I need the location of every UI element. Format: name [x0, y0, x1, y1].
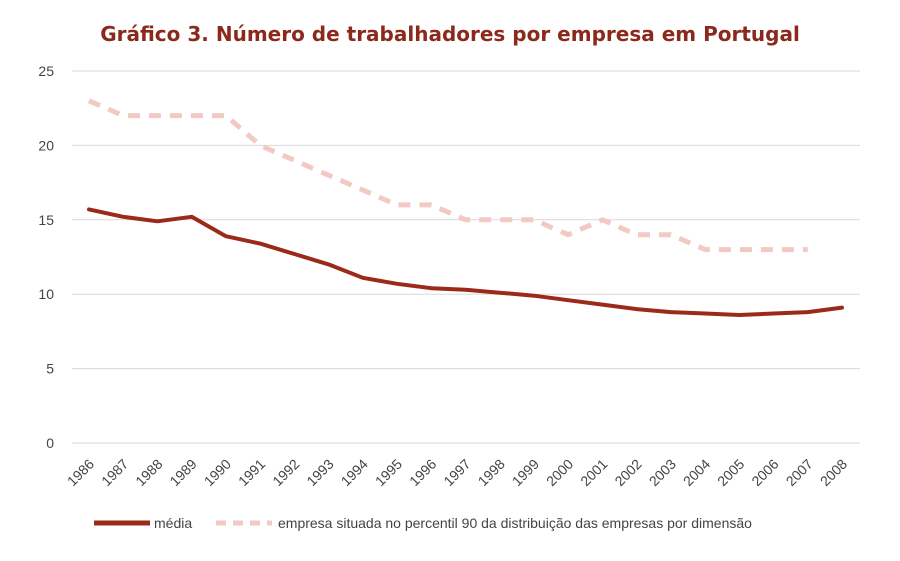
x-tick-label: 1995 [372, 456, 405, 489]
x-tick-label: 1991 [235, 456, 268, 489]
x-tick-label: 1990 [201, 456, 234, 489]
series-line-1 [88, 98, 808, 253]
x-tick-label: 2003 [646, 456, 679, 489]
x-tick-label: 2006 [748, 456, 781, 489]
x-tick-label: 2001 [577, 456, 610, 489]
legend-label-media: média [154, 515, 192, 531]
y-tick-label: 0 [46, 435, 54, 451]
x-tick-label: 2004 [680, 456, 713, 489]
x-tick-label: 2005 [714, 456, 747, 489]
x-tick-label: 1986 [64, 456, 97, 489]
x-tick-label: 2007 [783, 456, 816, 489]
series-line-0 [87, 207, 844, 317]
x-tick-label: 1996 [406, 456, 439, 489]
x-tick-label: 1992 [269, 456, 302, 489]
x-tick-label: 2008 [817, 456, 850, 489]
x-tick-label: 1989 [166, 456, 199, 489]
chart-title: Gráfico 3. Número de trabalhadores por e… [100, 22, 800, 46]
x-tick-label: 1988 [132, 456, 165, 489]
y-tick-label: 20 [38, 137, 54, 153]
y-tick-label: 5 [46, 361, 54, 377]
x-tick-label: 1997 [440, 456, 473, 489]
y-tick-label: 25 [38, 63, 54, 79]
x-tick-label: 1987 [98, 456, 131, 489]
x-tick-label: 1999 [509, 456, 542, 489]
x-tick-label: 2002 [611, 456, 644, 489]
legend-label-p90: empresa situada no percentil 90 da distr… [278, 515, 752, 531]
x-tick-label: 1998 [475, 456, 508, 489]
x-tick-label: 1994 [338, 456, 371, 489]
x-tick-label: 2000 [543, 456, 576, 489]
y-tick-label: 10 [38, 286, 54, 302]
x-tick-label: 1993 [303, 456, 336, 489]
y-tick-label: 15 [38, 212, 54, 228]
